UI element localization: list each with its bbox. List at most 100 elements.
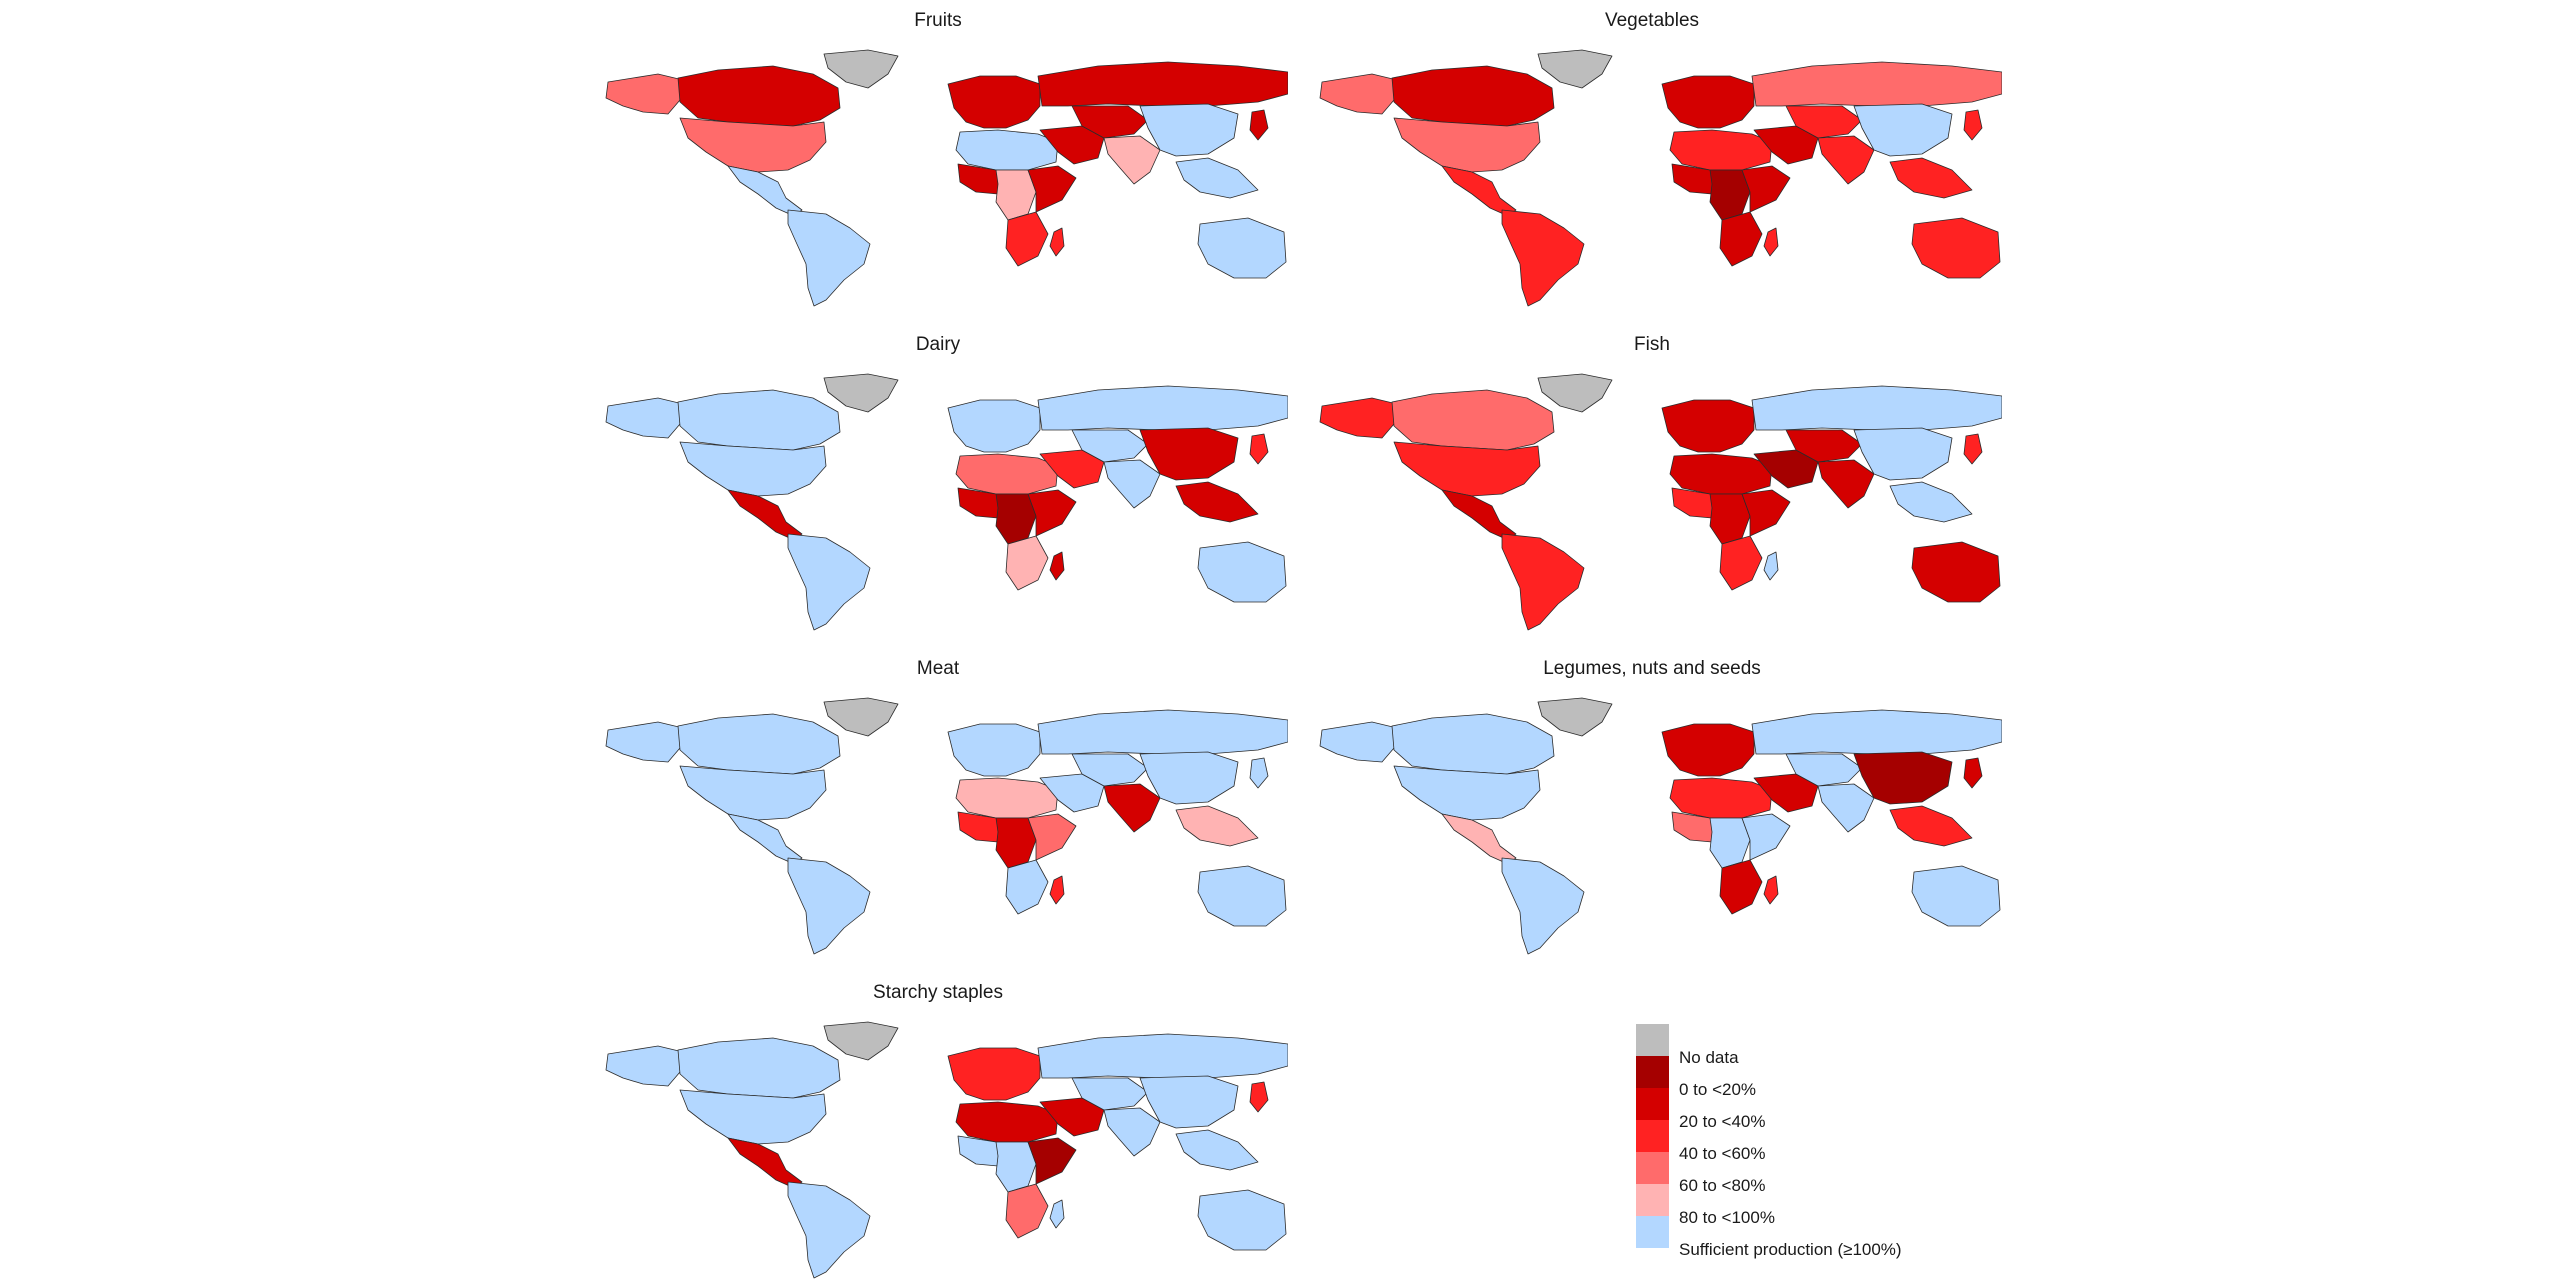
region-centralamerica	[727, 489, 803, 541]
map-panel-dairy: Dairy	[588, 334, 1288, 634]
region-madagascar	[1763, 551, 1779, 581]
region-northafrica	[955, 453, 1059, 495]
region-europe	[1661, 75, 1755, 129]
region-southamerica	[1501, 209, 1585, 307]
world-map	[605, 373, 1288, 631]
world-map	[605, 49, 1288, 307]
region-northamerica	[1393, 117, 1541, 173]
region-australia	[1911, 865, 2001, 927]
region-southernafrica	[1719, 859, 1763, 915]
region-canada	[677, 1037, 841, 1099]
region-northamerica	[679, 765, 827, 821]
region-southasia	[1817, 135, 1875, 185]
region-alaska	[605, 1045, 684, 1087]
region-canada	[1391, 65, 1555, 127]
map-panel-fish: Fish	[1302, 334, 2002, 634]
region-seasia	[1175, 157, 1259, 199]
legend-swatch	[1636, 1088, 1669, 1120]
region-southamerica	[1501, 857, 1585, 955]
region-australia	[1911, 541, 2001, 603]
region-centralafrica	[1709, 817, 1751, 869]
region-northamerica	[679, 1089, 827, 1145]
region-southamerica	[787, 209, 871, 307]
region-centralasia	[1785, 429, 1863, 463]
region-centralafrica	[1709, 493, 1751, 545]
region-eastafrica	[1027, 489, 1077, 537]
panel-title: Fish	[1634, 334, 1670, 355]
region-centralasia	[1071, 753, 1149, 787]
region-japan	[1963, 757, 1983, 789]
region-canada	[677, 65, 841, 127]
region-centralamerica	[1441, 165, 1517, 217]
panel-title: Starchy staples	[873, 982, 1003, 1003]
region-southernafrica	[1719, 535, 1763, 591]
region-greenland	[1537, 373, 1613, 413]
region-centralasia	[1785, 105, 1863, 139]
region-china	[1139, 751, 1239, 805]
region-southernafrica	[1005, 211, 1049, 267]
region-australia	[1197, 541, 1287, 603]
world-map	[1319, 49, 2002, 307]
region-australia	[1197, 217, 1287, 279]
map-panel-meat: Meat	[588, 658, 1288, 958]
region-alaska	[605, 721, 684, 763]
region-centralasia	[1071, 1077, 1149, 1111]
region-russia	[1037, 1033, 1288, 1079]
legend-label: 20 to <40%	[1679, 1112, 1766, 1131]
region-russia	[1037, 61, 1288, 107]
region-centralafrica	[995, 1141, 1037, 1193]
region-northamerica	[679, 117, 827, 173]
region-southasia	[1103, 459, 1161, 509]
region-alaska	[1319, 721, 1398, 763]
region-alaska	[1319, 397, 1398, 439]
legend: No data 0 to <20% 20 to <40% 40 to <60% …	[1636, 1024, 1956, 1259]
panel-title: Fruits	[914, 10, 962, 31]
region-greenland	[1537, 49, 1613, 89]
region-seasia	[1889, 805, 1973, 847]
region-alaska	[605, 397, 684, 439]
region-eastafrica	[1741, 489, 1791, 537]
region-centralafrica	[995, 169, 1037, 221]
region-australia	[1197, 1189, 1287, 1251]
panel-title: Meat	[916, 658, 960, 679]
region-northafrica	[955, 129, 1059, 171]
region-northafrica	[955, 1101, 1059, 1143]
region-canada	[677, 389, 841, 451]
legend-label: 40 to <60%	[1679, 1144, 1766, 1163]
region-southamerica	[1501, 533, 1585, 631]
region-eastafrica	[1741, 813, 1791, 861]
region-centralafrica	[995, 493, 1037, 545]
region-seasia	[1889, 157, 1973, 199]
region-seasia	[1175, 805, 1259, 847]
region-northafrica	[1669, 453, 1773, 495]
legend-label: No data	[1679, 1048, 1739, 1067]
region-madagascar	[1049, 875, 1065, 905]
region-alaska	[1319, 73, 1398, 115]
region-europe	[947, 75, 1041, 129]
map-panel-vegetables: Vegetables	[1302, 10, 2002, 310]
legend-swatch	[1636, 1120, 1669, 1152]
region-southamerica	[787, 1181, 871, 1279]
region-europe	[947, 399, 1041, 453]
map-panel-staples: Starchy staples	[588, 982, 1288, 1282]
region-australia	[1197, 865, 1287, 927]
legend-swatch	[1636, 1216, 1669, 1248]
legend-label: Sufficient production (≥100%)	[1679, 1240, 1902, 1259]
legend-label: 60 to <80%	[1679, 1176, 1766, 1195]
region-centralasia	[1071, 429, 1149, 463]
region-eastafrica	[1027, 1137, 1077, 1185]
panel-title: Legumes, nuts and seeds	[1543, 658, 1761, 679]
region-canada	[677, 713, 841, 775]
region-southernafrica	[1719, 211, 1763, 267]
region-russia	[1751, 385, 2002, 431]
region-russia	[1751, 709, 2002, 755]
region-northamerica	[679, 441, 827, 497]
region-greenland	[1537, 697, 1613, 737]
region-centralamerica	[727, 813, 803, 865]
region-southasia	[1817, 783, 1875, 833]
region-southasia	[1103, 783, 1161, 833]
map-panel-legumes: Legumes, nuts and seeds	[1302, 658, 2002, 958]
region-alaska	[605, 73, 684, 115]
region-southernafrica	[1005, 1183, 1049, 1239]
region-eastafrica	[1027, 813, 1077, 861]
